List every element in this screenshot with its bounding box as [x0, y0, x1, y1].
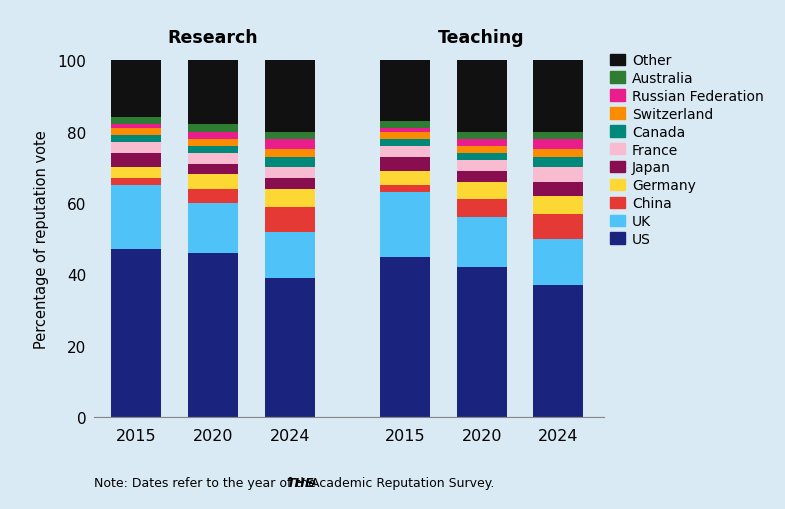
Bar — [188, 175, 238, 189]
Bar — [111, 118, 162, 125]
Bar — [111, 125, 162, 129]
Bar — [380, 193, 430, 257]
Bar — [457, 147, 506, 154]
Bar — [188, 189, 238, 204]
Bar — [265, 150, 315, 157]
Bar — [380, 147, 430, 157]
Bar — [188, 204, 238, 253]
Bar — [188, 164, 238, 175]
Bar — [380, 157, 430, 172]
Bar — [111, 154, 162, 168]
Bar — [265, 232, 315, 278]
Bar — [265, 179, 315, 189]
Bar — [380, 186, 430, 193]
Bar — [534, 150, 583, 157]
Bar — [380, 122, 430, 129]
Text: THE: THE — [287, 476, 314, 489]
Bar — [380, 139, 430, 147]
Bar — [111, 61, 162, 118]
Bar — [188, 147, 238, 154]
Bar — [188, 61, 238, 125]
Y-axis label: Percentage of reputation vote: Percentage of reputation vote — [35, 130, 49, 348]
Bar — [188, 132, 238, 139]
Bar — [188, 253, 238, 417]
Bar — [188, 154, 238, 164]
Bar — [380, 61, 430, 122]
Bar — [534, 132, 583, 139]
Bar — [534, 139, 583, 150]
Bar — [534, 168, 583, 182]
Bar — [111, 250, 162, 417]
Bar — [534, 61, 583, 132]
Bar — [534, 157, 583, 168]
Text: Note: Dates refer to the year of the: Note: Dates refer to the year of the — [94, 476, 320, 489]
Bar — [188, 125, 238, 132]
Legend: Other, Australia, Russian Federation, Switzerland, Canada, France, Japan, German: Other, Australia, Russian Federation, Sw… — [610, 54, 764, 246]
Bar — [111, 136, 162, 143]
Bar — [457, 161, 506, 172]
Bar — [534, 239, 583, 286]
Bar — [265, 132, 315, 139]
Bar — [265, 157, 315, 168]
Bar — [534, 286, 583, 417]
Bar — [265, 207, 315, 232]
Text: Academic Reputation Survey.: Academic Reputation Survey. — [307, 476, 495, 489]
Bar — [457, 172, 506, 182]
Bar — [457, 218, 506, 268]
Bar — [265, 61, 315, 132]
Text: Research: Research — [168, 29, 258, 47]
Text: Teaching: Teaching — [438, 29, 525, 47]
Bar — [111, 168, 162, 179]
Bar — [111, 179, 162, 186]
Bar — [534, 214, 583, 239]
Bar — [380, 132, 430, 139]
Bar — [457, 154, 506, 161]
Bar — [457, 61, 506, 132]
Bar — [457, 268, 506, 417]
Bar — [457, 200, 506, 218]
Bar — [188, 139, 238, 147]
Bar — [457, 182, 506, 200]
Bar — [534, 196, 583, 214]
Bar — [457, 132, 506, 139]
Bar — [380, 129, 430, 132]
Bar — [111, 186, 162, 250]
Bar — [111, 143, 162, 154]
Bar — [265, 139, 315, 150]
Bar — [380, 257, 430, 417]
Bar — [265, 168, 315, 179]
Bar — [534, 182, 583, 196]
Bar — [265, 189, 315, 207]
Bar — [457, 139, 506, 147]
Bar — [265, 278, 315, 417]
Bar — [380, 172, 430, 186]
Bar — [111, 129, 162, 136]
